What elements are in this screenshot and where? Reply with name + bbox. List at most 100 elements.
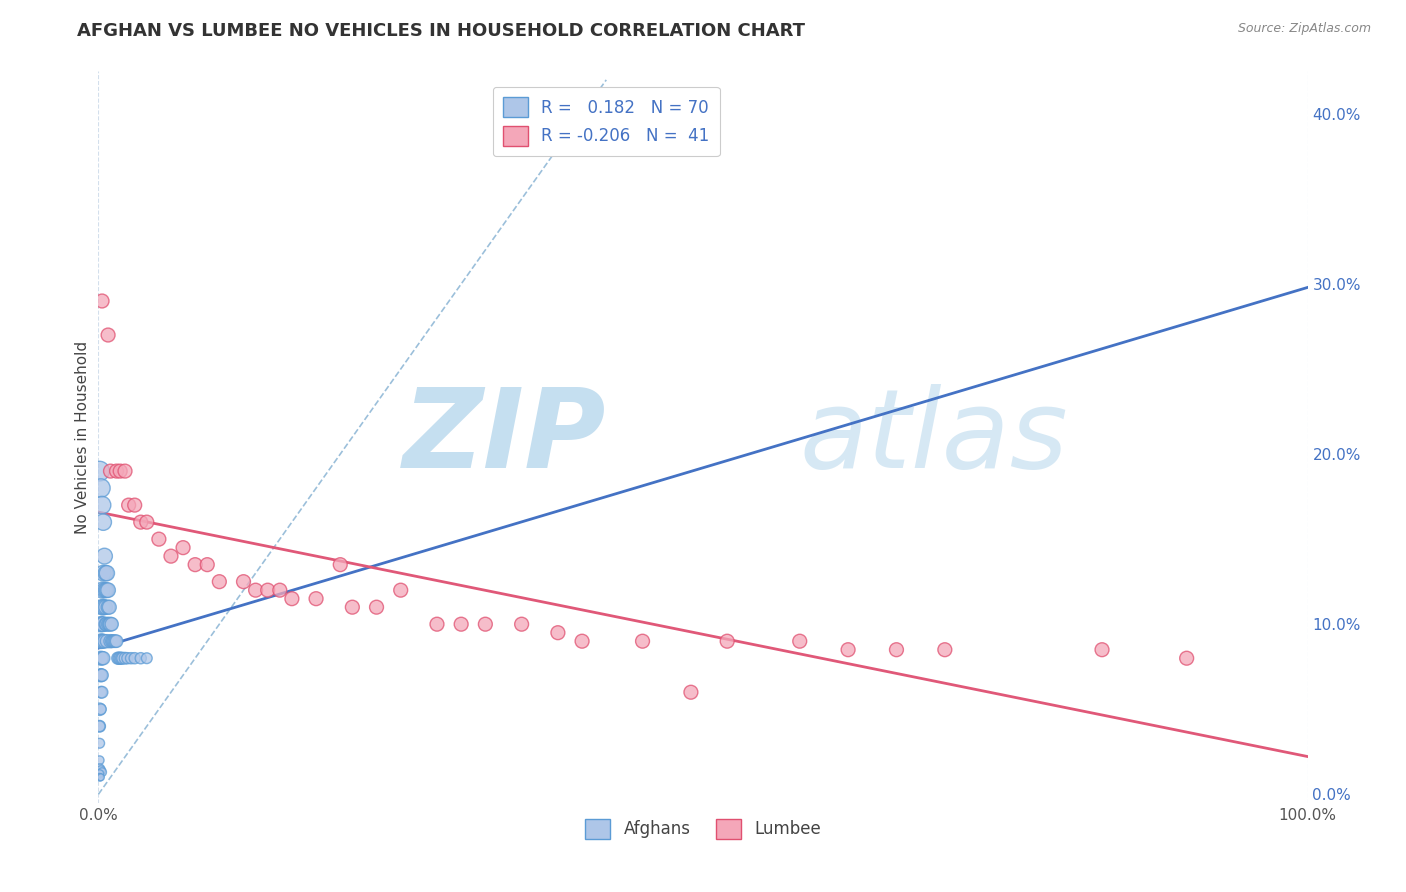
Point: [148, 532, 170, 546]
Point: [389, 583, 412, 598]
Point: [90, 702, 112, 716]
Point: [91, 498, 114, 512]
Point: [97, 328, 120, 343]
Point: [96, 617, 118, 632]
Point: [96, 566, 118, 581]
Point: [105, 464, 128, 478]
Point: [474, 617, 496, 632]
Point: [89, 762, 111, 776]
Point: [124, 651, 146, 665]
Point: [124, 498, 146, 512]
Point: [93, 549, 115, 563]
Point: [135, 651, 157, 665]
Point: [195, 558, 218, 572]
Point: [91, 583, 114, 598]
Point: [208, 574, 231, 589]
Point: [135, 515, 157, 529]
Legend: Afghans, Lumbee: Afghans, Lumbee: [579, 812, 827, 846]
Point: [91, 600, 114, 615]
Point: [89, 464, 111, 478]
Point: [96, 634, 118, 648]
Point: [108, 651, 131, 665]
Point: [93, 600, 115, 615]
Point: [91, 566, 114, 581]
Point: [94, 617, 117, 632]
Point: [91, 651, 114, 665]
Point: [93, 634, 115, 648]
Point: [97, 583, 120, 598]
Point: [631, 634, 654, 648]
Point: [91, 765, 114, 780]
Point: [571, 634, 593, 648]
Text: ZIP: ZIP: [402, 384, 606, 491]
Point: [342, 600, 364, 615]
Point: [269, 583, 291, 598]
Point: [256, 583, 278, 598]
Point: [104, 634, 127, 648]
Point: [93, 583, 115, 598]
Point: [100, 617, 122, 632]
Point: [426, 617, 449, 632]
Point: [789, 634, 811, 648]
Point: [716, 634, 738, 648]
Point: [98, 617, 121, 632]
Point: [114, 464, 136, 478]
Point: [90, 481, 112, 495]
Point: [101, 634, 124, 648]
Point: [91, 634, 114, 648]
Point: [89, 736, 111, 750]
Point: [108, 464, 131, 478]
Point: [91, 651, 114, 665]
Point: [281, 591, 304, 606]
Text: atlas: atlas: [800, 384, 1069, 491]
Point: [184, 558, 207, 572]
Point: [94, 583, 117, 598]
Point: [160, 549, 183, 563]
Point: [89, 719, 111, 733]
Point: [679, 685, 702, 699]
Point: [305, 591, 328, 606]
Point: [105, 634, 128, 648]
Point: [90, 634, 112, 648]
Point: [110, 651, 132, 665]
Point: [172, 541, 194, 555]
Point: [90, 617, 112, 632]
Point: [91, 634, 114, 648]
Point: [90, 651, 112, 665]
Point: [111, 651, 134, 665]
Point: [89, 702, 111, 716]
Point: [91, 668, 114, 682]
Point: [89, 753, 111, 767]
Point: [120, 651, 142, 665]
Point: [129, 651, 152, 665]
Point: [90, 668, 112, 682]
Point: [129, 515, 152, 529]
Text: Source: ZipAtlas.com: Source: ZipAtlas.com: [1237, 22, 1371, 36]
Point: [91, 515, 114, 529]
Point: [103, 634, 125, 648]
Point: [100, 617, 122, 632]
Point: [232, 574, 254, 589]
Point: [886, 642, 908, 657]
Point: [1175, 651, 1198, 665]
Point: [97, 617, 120, 632]
Point: [547, 625, 569, 640]
Point: [107, 651, 129, 665]
Point: [90, 764, 112, 778]
Point: [245, 583, 267, 598]
Point: [450, 617, 472, 632]
Point: [100, 634, 122, 648]
Point: [837, 642, 859, 657]
Point: [91, 685, 114, 699]
Point: [97, 600, 120, 615]
Point: [98, 600, 121, 615]
Point: [91, 600, 114, 615]
Point: [91, 293, 114, 308]
Point: [934, 642, 956, 657]
Point: [94, 566, 117, 581]
Point: [89, 719, 111, 733]
Point: [100, 634, 122, 648]
Point: [91, 617, 114, 632]
Point: [117, 651, 139, 665]
Point: [94, 600, 117, 615]
